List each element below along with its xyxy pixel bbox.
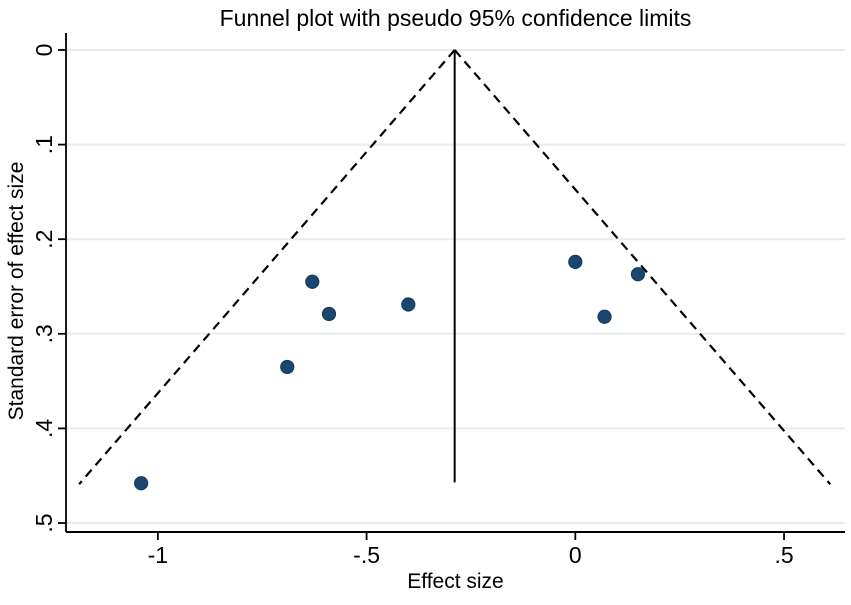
data-point [401, 297, 416, 312]
y-axis-label: Standard error of effect size [5, 161, 28, 421]
data-point [280, 359, 295, 375]
y-tick-label: 0 [31, 44, 57, 57]
x-tick-label: -1 [148, 542, 168, 568]
funnel-lower-ci-line [78, 49, 456, 485]
funnel-upper-ci-line [453, 49, 832, 485]
data-point [597, 309, 612, 324]
data-point [134, 476, 149, 491]
x-axis-label: Effect size [407, 570, 504, 593]
y-tick-label: .5 [31, 513, 57, 532]
data-point [630, 267, 646, 282]
y-tick-label: .4 [31, 419, 57, 438]
x-tick-label: 0 [569, 542, 582, 568]
y-tick-label: .3 [31, 324, 57, 343]
chart-title: Funnel plot with pseudo 95% confidence l… [219, 5, 692, 31]
y-tick-label: .1 [31, 135, 57, 154]
x-tick-label: .5 [774, 542, 793, 568]
data-point [568, 254, 583, 270]
y-tick-label: .2 [31, 230, 57, 249]
data-point [305, 274, 320, 289]
data-point [321, 306, 337, 322]
x-tick-label: -.5 [353, 542, 380, 568]
